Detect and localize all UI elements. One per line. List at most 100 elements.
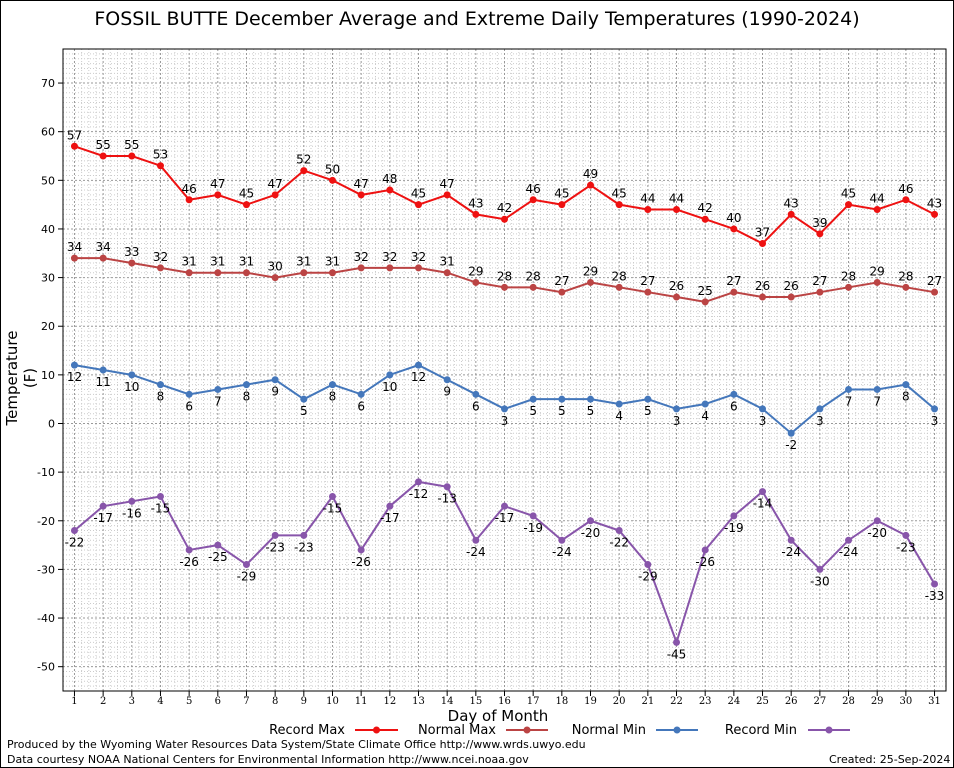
data-point <box>701 546 709 554</box>
data-point <box>931 288 939 296</box>
legend-marker <box>373 726 380 734</box>
data-label: 44 <box>669 192 684 206</box>
data-point <box>816 288 824 296</box>
data-label: 47 <box>440 177 455 191</box>
data-label: -16 <box>122 506 142 520</box>
x-tick-label: 2 <box>100 696 106 707</box>
data-label: 32 <box>153 250 168 264</box>
data-label: 44 <box>870 192 885 206</box>
data-point <box>99 254 107 262</box>
data-label: 45 <box>554 187 569 201</box>
x-tick-label: 29 <box>871 696 884 707</box>
data-point <box>845 536 853 544</box>
data-point <box>529 512 537 520</box>
series-normal-max: 34 34 33 32 31 31 31 30 31 31 32 32 32 31 29 28 28 27 29 28… <box>67 240 942 306</box>
y-tick-label: -30 <box>37 563 55 576</box>
legend: Record Max Normal Max Normal Min Record Min <box>269 723 850 738</box>
data-point <box>214 385 222 393</box>
data-label: 8 <box>243 390 251 404</box>
data-label: -33 <box>925 589 945 603</box>
data-point <box>587 181 595 189</box>
data-point <box>70 361 78 369</box>
data-point <box>587 278 595 286</box>
data-point <box>99 152 107 160</box>
data-point <box>816 230 824 238</box>
data-point <box>673 405 681 413</box>
data-point <box>873 517 881 525</box>
data-point <box>300 395 308 403</box>
data-point <box>414 264 422 272</box>
data-label: 30 <box>268 260 283 274</box>
data-point <box>443 269 451 277</box>
y-tick-label: -50 <box>37 661 55 674</box>
data-point <box>357 191 365 199</box>
data-label: 32 <box>382 250 397 264</box>
data-label: 12 <box>411 370 426 384</box>
data-label: -23 <box>294 540 314 554</box>
data-label: 34 <box>67 240 82 254</box>
data-label: 40 <box>726 211 741 225</box>
x-tick-label: 12 <box>383 696 396 707</box>
data-label: 5 <box>558 404 566 418</box>
data-label: 4 <box>615 409 623 423</box>
data-label: 25 <box>698 284 713 298</box>
data-label: -20 <box>581 526 601 540</box>
y-tick-label: -20 <box>37 515 55 528</box>
data-point <box>759 293 767 301</box>
data-label: 27 <box>726 274 741 288</box>
data-label: 46 <box>898 182 913 196</box>
data-point <box>615 283 623 291</box>
created-date: Created: 25-Sep-2024 <box>829 753 951 766</box>
data-label: 8 <box>902 390 910 404</box>
data-point <box>328 176 336 184</box>
data-label: 52 <box>296 153 311 167</box>
data-label: 8 <box>329 390 337 404</box>
data-label: 28 <box>898 269 913 283</box>
data-label: -26 <box>351 555 371 569</box>
legend-label: Normal Min <box>572 723 646 738</box>
data-label: 31 <box>296 255 311 269</box>
x-tick-label: 15 <box>469 696 482 707</box>
data-label: 48 <box>382 172 397 186</box>
data-point <box>443 483 451 491</box>
data-point <box>529 196 537 204</box>
data-point <box>70 142 78 150</box>
x-tick-label: 22 <box>670 696 683 707</box>
data-label: 29 <box>583 264 598 278</box>
data-label: 6 <box>730 399 738 413</box>
x-tick-label: 9 <box>301 696 307 707</box>
y-tick-label: 30 <box>41 272 55 285</box>
data-point <box>644 288 652 296</box>
y-tick-label: 50 <box>41 174 55 187</box>
data-point <box>730 225 738 233</box>
data-label: 9 <box>271 385 279 399</box>
data-label: 7 <box>214 394 222 408</box>
data-label: 31 <box>239 255 254 269</box>
data-point <box>787 429 795 437</box>
data-label: 5 <box>529 404 537 418</box>
data-label: 47 <box>354 177 369 191</box>
data-point <box>902 283 910 291</box>
x-tick-label: 20 <box>613 696 626 707</box>
data-label: -22 <box>65 536 85 550</box>
data-point <box>414 201 422 209</box>
data-point <box>759 488 767 496</box>
data-point <box>845 283 853 291</box>
data-label: 31 <box>182 255 197 269</box>
data-point <box>300 269 308 277</box>
data-label: -26 <box>695 555 715 569</box>
data-label: 46 <box>526 182 541 196</box>
data-point <box>443 376 451 384</box>
data-label: 33 <box>124 245 139 259</box>
data-point <box>214 191 222 199</box>
x-tick-label: 23 <box>699 696 712 707</box>
data-label: -22 <box>609 536 629 550</box>
data-label: -20 <box>867 526 887 540</box>
data-point <box>70 254 78 262</box>
x-tick-label: 30 <box>899 696 912 707</box>
data-label: 31 <box>210 255 225 269</box>
data-label: 6 <box>185 399 193 413</box>
data-label: 55 <box>124 138 139 152</box>
y-axis-label: Temperature (F) <box>3 330 39 426</box>
data-label: 3 <box>759 414 767 428</box>
